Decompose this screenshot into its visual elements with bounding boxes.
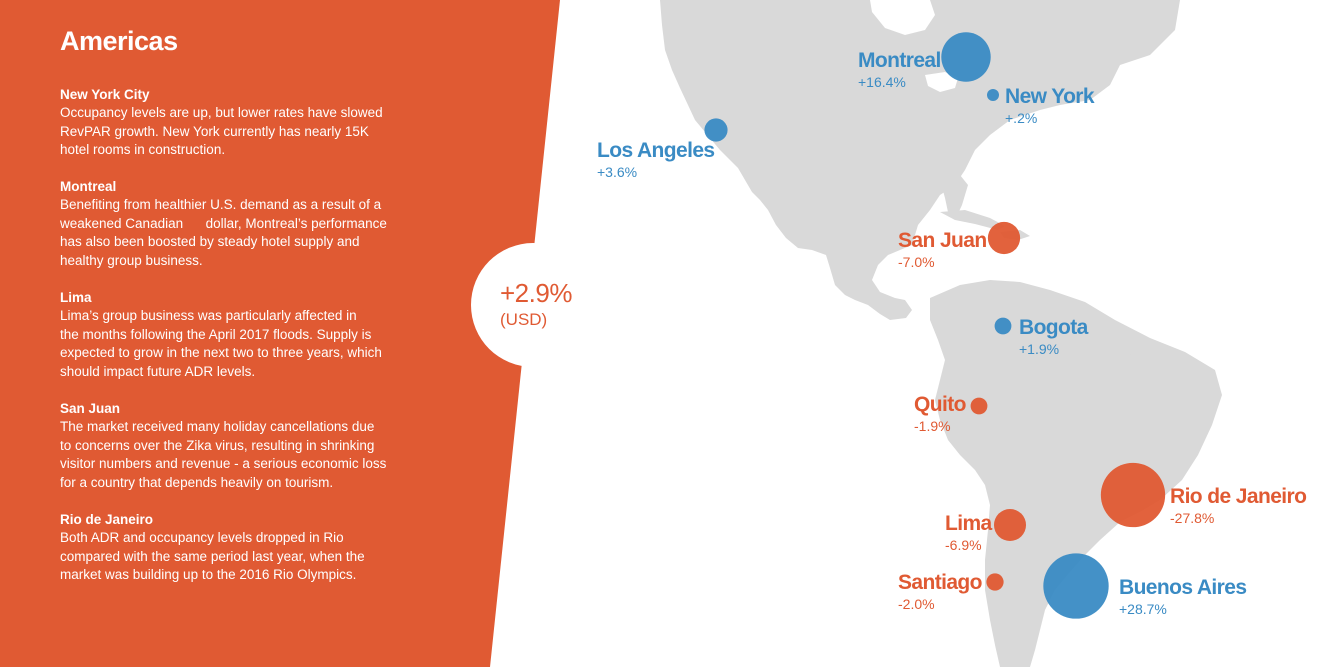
city-label-name: Rio de Janeiro xyxy=(1170,485,1307,508)
hudson-bay xyxy=(870,0,935,35)
city-label-name: Santiago xyxy=(898,571,982,594)
city-note-line: compared with the same period last year,… xyxy=(60,548,365,564)
summary-badge-circle xyxy=(471,243,595,367)
city-note-title: San Juan xyxy=(60,401,121,416)
city-label-name: Lima xyxy=(945,512,992,535)
city-label-change: +16.4% xyxy=(858,74,906,90)
city-marker-san-juan xyxy=(987,221,1021,255)
city-note-line: the months following the April 2017 floo… xyxy=(60,326,372,342)
island-dot xyxy=(1130,347,1140,357)
city-label-change: +28.7% xyxy=(1119,601,1167,617)
city-note-line: Both ADR and occupancy levels dropped in… xyxy=(60,530,344,545)
map-label-rio-de-janeiro: Rio de Janeiro -27.8% xyxy=(1170,485,1307,527)
city-marker-lima xyxy=(993,508,1027,542)
city-note-new-york: New York City Occupancy levels are up, b… xyxy=(60,86,390,160)
map-label-montreal: Montreal +16.4% xyxy=(858,49,941,91)
city-note-title: Lima xyxy=(60,290,92,305)
city-note-line: hotel rooms in construction. xyxy=(60,142,226,157)
city-marker-los-angeles xyxy=(704,118,728,142)
city-note-title: New York City xyxy=(60,87,150,102)
city-note-line: has also been boosted by steady hotel su… xyxy=(60,234,360,249)
city-label-name: Buenos Aires xyxy=(1119,576,1247,599)
city-note-line: RevPAR growth. New York currently has ne… xyxy=(60,123,369,139)
city-note-line: to concerns over the Zika virus, resulti… xyxy=(60,437,375,453)
city-note-line: Benefiting from healthier U.S. demand as… xyxy=(60,197,382,212)
map-label-santiago: Santiago -2.0% xyxy=(898,571,982,613)
city-note-line: healthy group business. xyxy=(60,252,203,268)
city-note-line: market was building up to the 2016 Rio O… xyxy=(60,567,357,582)
city-note-line: visitor numbers and revenue - a serious … xyxy=(60,456,387,471)
city-label-change: -1.9% xyxy=(914,418,951,434)
city-note-rio-de-janeiro: Rio de Janeiro Both ADR and occupancy le… xyxy=(60,511,390,585)
great-lakes xyxy=(925,72,958,92)
city-marker-santiago xyxy=(986,573,1004,591)
south-america-landmass xyxy=(930,280,1222,667)
city-note-lima: Lima Lima’s group business was particula… xyxy=(60,289,390,381)
info-panel-background xyxy=(0,0,560,667)
florida-landmass xyxy=(940,175,968,220)
cuba-island xyxy=(940,210,1005,230)
city-note-line: Lima’s group business was particularly a… xyxy=(60,308,357,323)
city-marker-rio-de-janeiro xyxy=(1100,462,1166,528)
city-note-montreal: Montreal Benefiting from healthier U.S. … xyxy=(60,178,390,270)
city-label-change: +.2% xyxy=(1005,110,1038,126)
north-america-landmass xyxy=(660,0,1180,320)
city-note-line: for a country that depends heavily on to… xyxy=(60,474,334,490)
summary-change-value: +2.9% xyxy=(500,278,572,308)
city-note-title: Rio de Janeiro xyxy=(60,512,154,527)
city-label-name: Montreal xyxy=(858,49,941,72)
city-note-line: expected to grow in the next two to thre… xyxy=(60,345,382,360)
city-label-change: +1.9% xyxy=(1019,341,1060,357)
city-label-name: Los Angeles xyxy=(597,139,715,162)
city-label-change: -2.0% xyxy=(898,596,935,612)
city-marker-bogota xyxy=(994,317,1012,335)
map-label-san-juan: San Juan -7.0% xyxy=(898,229,987,271)
map-label-new-york: New York +.2% xyxy=(1005,85,1095,127)
map-label-bogota: Bogota +1.9% xyxy=(1019,316,1088,358)
city-marker-montreal xyxy=(941,32,991,82)
city-note-line: The market received many holiday cancell… xyxy=(60,419,375,434)
summary-currency-unit: (USD) xyxy=(500,310,548,329)
city-marker-new-york xyxy=(987,89,999,101)
city-note-title: Montreal xyxy=(60,179,117,194)
map-label-buenos-aires: Buenos Aires +28.7% xyxy=(1119,576,1247,618)
city-label-name: Bogota xyxy=(1019,316,1088,339)
city-note-san-juan: San Juan The market received many holida… xyxy=(60,400,390,492)
map-label-lima: Lima -6.9% xyxy=(945,512,992,554)
city-label-name: New York xyxy=(1005,85,1095,108)
city-label-name: Quito xyxy=(914,393,966,416)
city-label-change: -7.0% xyxy=(898,254,935,270)
city-label-change: +3.6% xyxy=(597,164,638,180)
map-label-los-angeles: Los Angeles +3.6% xyxy=(597,139,715,181)
city-note-line: Occupancy levels are up, but lower rates… xyxy=(60,105,383,120)
city-label-change: -27.8% xyxy=(1170,510,1215,526)
city-marker-buenos-aires xyxy=(1043,553,1109,619)
city-marker-quito xyxy=(970,397,988,415)
city-note-line: should impact future ADR levels. xyxy=(60,363,256,379)
city-markers xyxy=(704,32,1166,619)
region-title: Americas xyxy=(60,26,178,56)
city-label-name: San Juan xyxy=(898,229,987,252)
map-label-quito: Quito -1.9% xyxy=(914,393,966,435)
city-note-line: weakened Canadian dollar, Montreal’s per… xyxy=(60,215,387,231)
city-label-change: -6.9% xyxy=(945,537,982,553)
